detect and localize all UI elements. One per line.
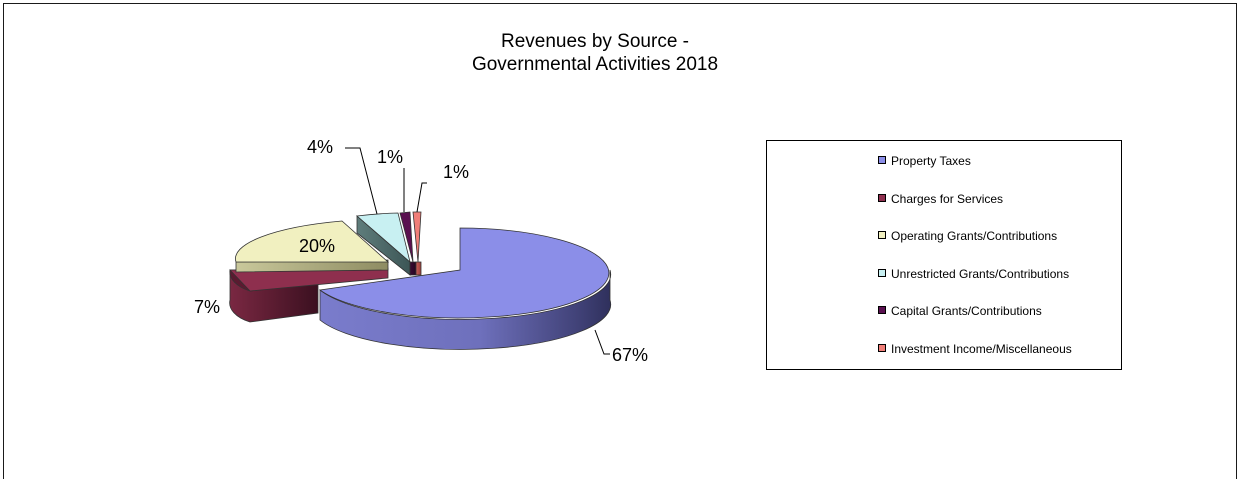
legend-label-property-taxes: Property Taxes [891, 154, 971, 168]
pie-slice-investment-income [412, 211, 422, 276]
legend-item-unrestricted-grants: Unrestricted Grants/Contributions [878, 267, 1069, 281]
chart-legend: Property Taxes Charges for Services Oper… [766, 140, 1122, 370]
chart-title: Revenues by Source - Governmental Activi… [295, 30, 895, 76]
legend-swatch-unrestricted-grants [878, 269, 886, 277]
legend-swatch-operating-grants [878, 231, 886, 239]
pie-slice-capital-grants-top [399, 211, 414, 263]
legend-swatch-capital-grants [878, 306, 886, 314]
data-label-property-taxes: 67% [612, 345, 648, 365]
legend-item-capital-grants: Capital Grants/Contributions [878, 304, 1042, 318]
pie-slice-property-taxes-side [319, 269, 612, 350]
data-label-unrestricted-grants: 4% [307, 137, 333, 157]
pie-slice-property-taxes [318, 227, 612, 350]
pie-slice-investment-income-side [415, 261, 422, 276]
data-label-capital-grants: 1% [377, 147, 403, 167]
pie-slice-operating-grants-top [235, 220, 390, 263]
leader-line-property-taxes [594, 329, 610, 355]
chart-title-line-2: Governmental Activities 2018 [471, 54, 719, 75]
data-label-investment-income: 1% [443, 162, 469, 182]
pie-slice-unrestricted-grants-top [356, 212, 411, 264]
leader-lines [345, 147, 610, 355]
chart-title-line-1: Revenues by Source - [501, 31, 689, 52]
chart-frame [3, 3, 1237, 479]
legend-label-capital-grants: Capital Grants/Contributions [891, 304, 1042, 318]
pie-slice-capital-grants [399, 211, 417, 276]
legend-label-unrestricted-grants: Unrestricted Grants/Contributions [891, 267, 1070, 281]
legend-label-charges-for-services: Charges for Services [891, 192, 1004, 206]
legend-label-operating-grants: Operating Grants/Contributions [891, 229, 1058, 243]
legend-label-investment-income: Investment Income/Miscellaneous [891, 342, 1072, 356]
pie-slice-capital-grants-side [409, 261, 417, 276]
legend-item-property-taxes: Property Taxes [878, 154, 971, 168]
leader-line-investment [416, 182, 427, 213]
data-label-operating-grants: 20% [299, 236, 335, 256]
legend-item-investment-income: Investment Income/Miscellaneous [878, 342, 1072, 356]
leader-line-unrestricted [345, 147, 378, 215]
pie-slice-operating-grants [235, 220, 390, 273]
pie-slice-unrestricted-grants [356, 212, 411, 276]
data-label-charges-for-services: 7% [194, 297, 220, 317]
pie-slice-investment-income-top [412, 211, 422, 263]
pie-slice-charges-for-services [229, 267, 389, 323]
pie-slice-property-taxes-top [318, 227, 610, 319]
legend-item-operating-grants: Operating Grants/Contributions [878, 229, 1057, 243]
legend-swatch-property-taxes [878, 156, 886, 164]
legend-swatch-charges-for-services [878, 194, 886, 202]
legend-item-charges-for-services: Charges for Services [878, 192, 1003, 206]
legend-swatch-investment-income [878, 344, 886, 352]
